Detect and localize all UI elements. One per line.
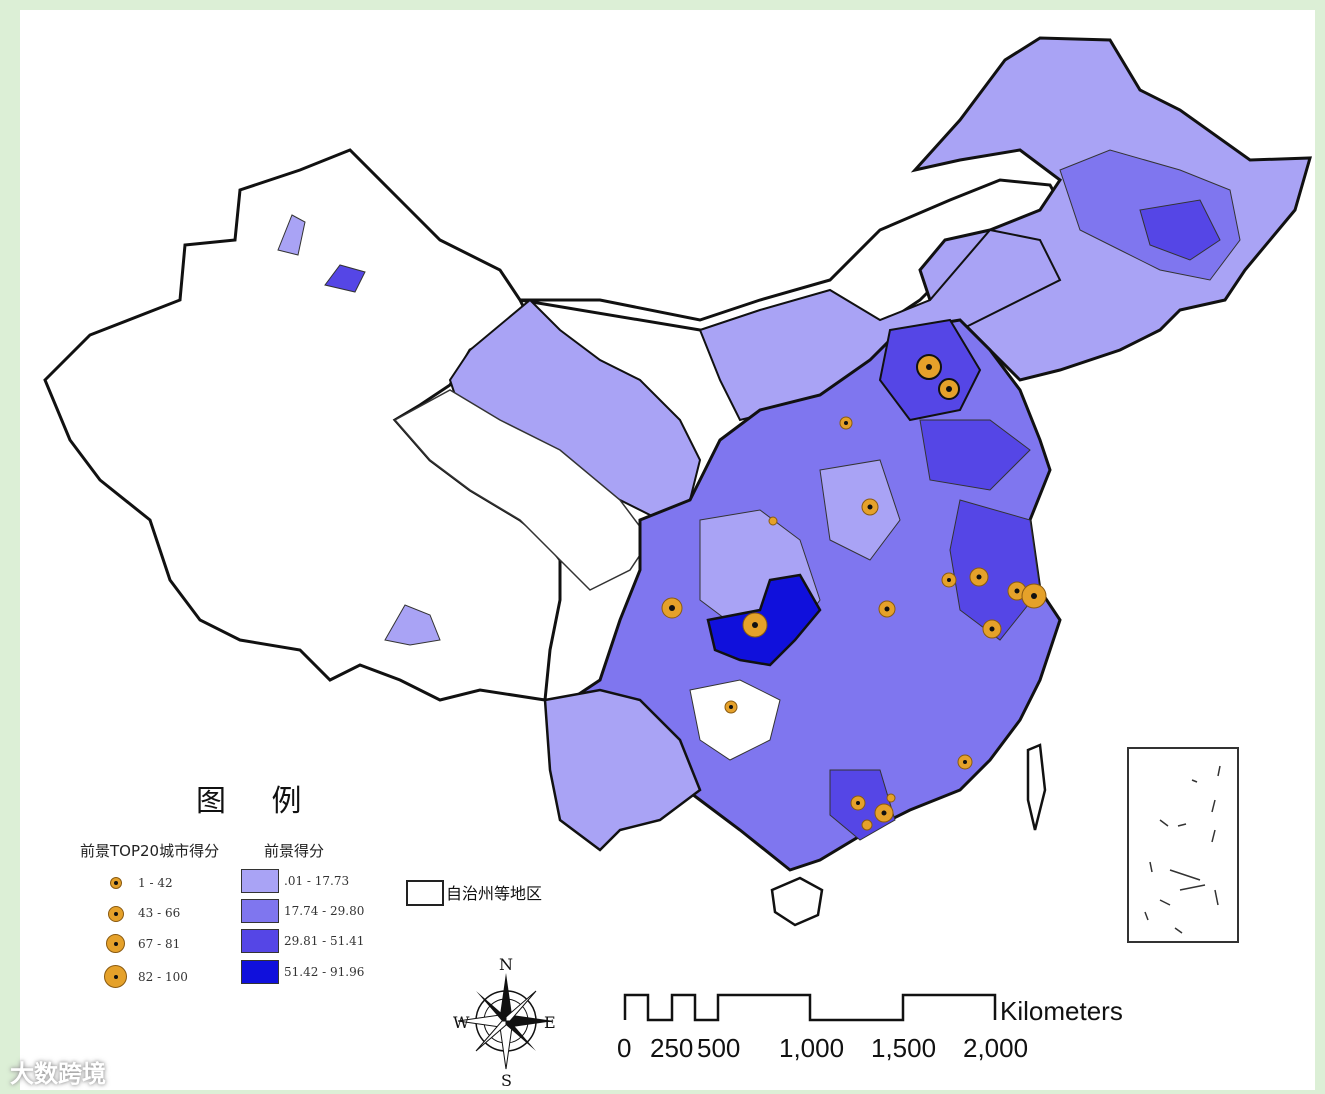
legend-autonomous-label: 自治州等地区	[446, 884, 543, 903]
compass-w: W	[453, 1013, 470, 1032]
city-marker	[861, 819, 873, 831]
city-markers	[661, 354, 1047, 831]
east-dark-3	[919, 419, 1031, 491]
scale-tick: 500	[697, 1033, 741, 1063]
scale-bar	[623, 993, 997, 1022]
legend-top20-item: 67 - 81	[138, 937, 181, 951]
legend-top20: 前景TOP20城市得分	[80, 840, 219, 861]
legend-score-item: 17.74 - 29.80	[284, 904, 365, 918]
scale-tick: 0	[617, 1033, 632, 1063]
legend-top20-item: 82 - 100	[138, 970, 188, 984]
scale-tick: 250	[650, 1033, 694, 1063]
legend-score-item: 29.81 - 51.41	[284, 934, 365, 948]
city-marker	[886, 793, 896, 803]
east-dark-2	[949, 499, 1041, 641]
legend-autonomous-swatch	[406, 880, 444, 906]
legend-swatch-4	[241, 960, 279, 984]
northeast-dark	[1139, 199, 1221, 261]
legend-swatch-2	[241, 899, 279, 923]
scale-tick: 2,000	[963, 1033, 1029, 1063]
legend-swatch-3	[241, 929, 279, 953]
taiwan	[1026, 743, 1047, 831]
legend-score-item: .01 - 17.73	[284, 874, 350, 888]
compass-s: S	[501, 1071, 512, 1090]
legend-circle-3	[106, 934, 125, 953]
xinjiang-patch-blue	[324, 264, 366, 293]
legend-top20-item: 1 - 42	[138, 876, 173, 890]
xinjiang-patch-light	[277, 214, 306, 256]
scale-tick: 1,000	[779, 1033, 845, 1063]
legend-top20-item: 43 - 66	[138, 906, 181, 920]
central-light-2	[819, 459, 901, 561]
south-sea-inset	[1127, 747, 1239, 943]
legend-swatch-1	[241, 869, 279, 893]
compass-e: E	[544, 1013, 556, 1032]
southwest-white	[689, 679, 781, 761]
hainan	[770, 876, 824, 927]
scale-tick: 1,500	[871, 1033, 937, 1063]
legend-top20-heading: 前景TOP20城市得分	[80, 842, 220, 860]
scale-unit: Kilometers	[1000, 996, 1123, 1026]
compass-rose	[457, 973, 554, 1070]
southwest	[543, 688, 702, 852]
tibet-patch	[384, 604, 441, 646]
legend-circle-1	[110, 877, 122, 889]
legend-circle-2	[108, 906, 124, 922]
legend-title: 图 例	[196, 784, 320, 819]
city-marker	[768, 516, 778, 526]
plateau-white	[393, 389, 651, 591]
legend-score: 前景得分	[264, 840, 324, 861]
legend-score-item: 51.42 - 91.96	[284, 965, 365, 979]
legend-circle-4	[104, 965, 127, 988]
watermark: 大数跨境	[10, 1060, 106, 1088]
compass-n: N	[499, 955, 513, 974]
south-sea-islands	[1144, 765, 1221, 934]
legend-score-heading: 前景得分	[264, 842, 325, 860]
